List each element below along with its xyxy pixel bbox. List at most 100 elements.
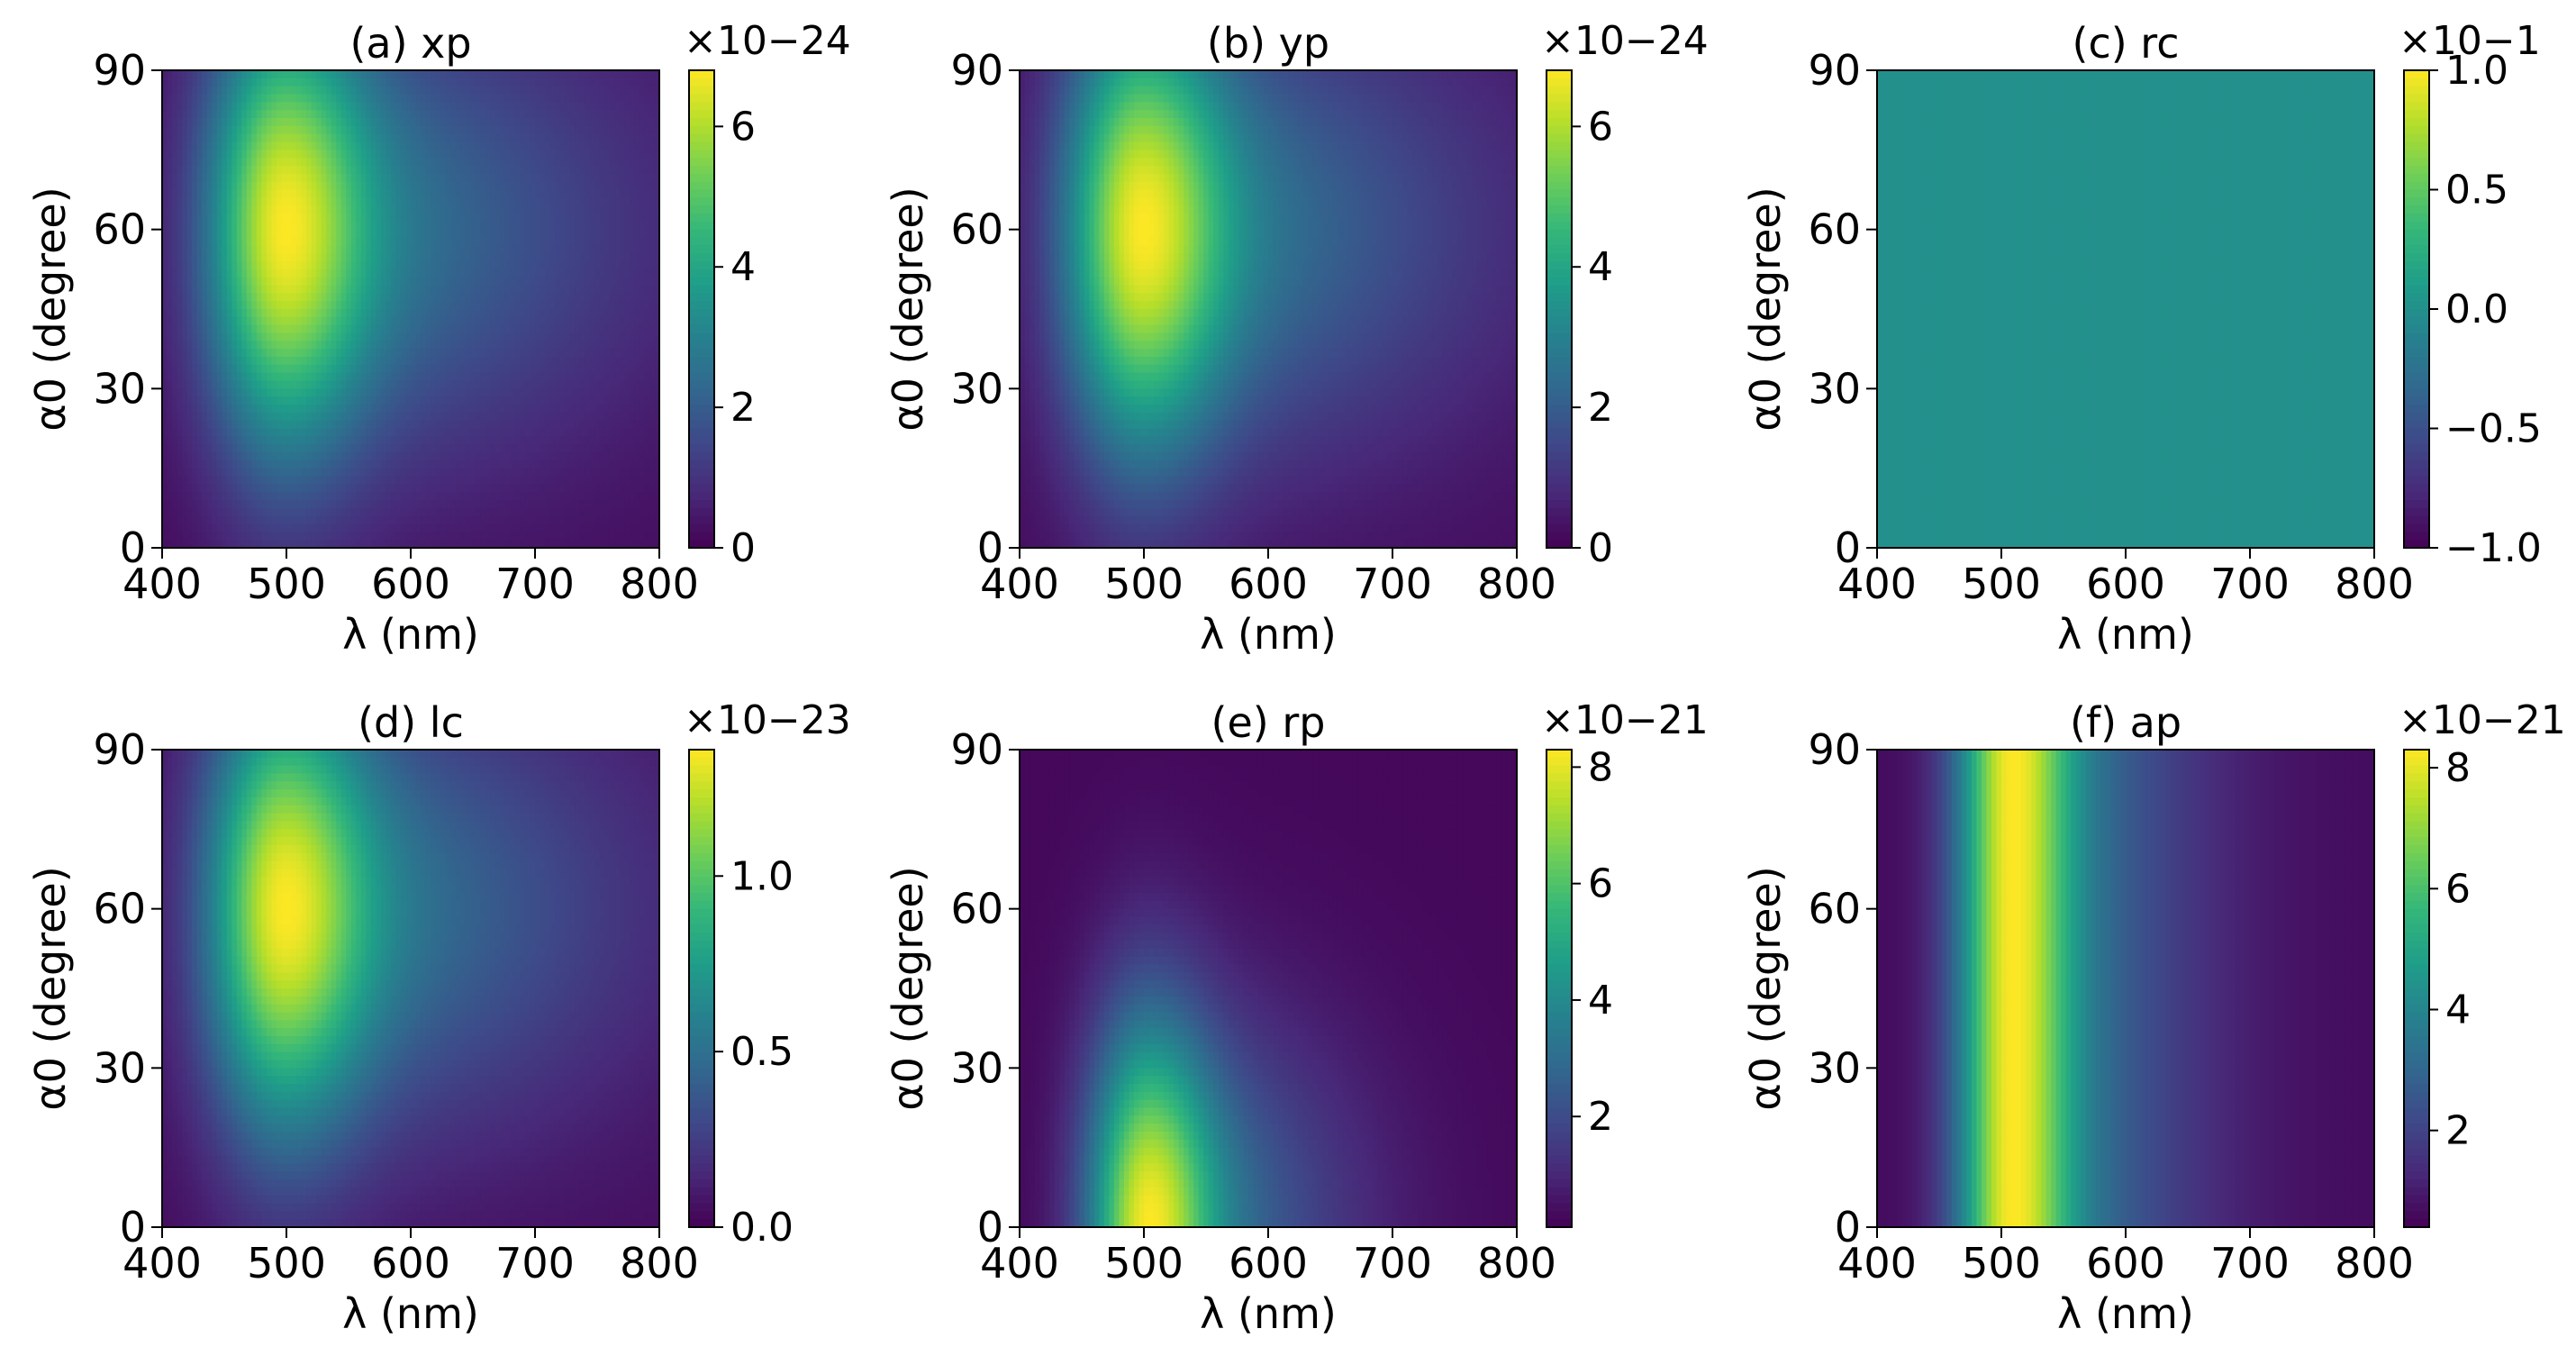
heatmap-cell	[555, 214, 561, 223]
heatmap-cell	[644, 197, 650, 206]
heatmap-cell	[415, 253, 422, 262]
heatmap-cell	[465, 380, 471, 389]
heatmap-cell	[196, 332, 203, 341]
heatmap-cell	[380, 301, 386, 310]
heatmap-cell	[569, 460, 576, 469]
heatmap-cell	[594, 452, 601, 461]
heatmap-cell	[460, 77, 467, 87]
heatmap-cell	[276, 420, 283, 430]
heatmap-cell	[654, 166, 660, 175]
heatmap-cell	[589, 141, 595, 150]
heatmap-cell	[540, 237, 546, 246]
heatmap-cell	[514, 125, 522, 135]
heatmap-cell	[395, 341, 402, 350]
heatmap-cell	[609, 197, 615, 206]
heatmap-cell	[624, 197, 630, 206]
heatmap-cell	[370, 316, 376, 326]
heatmap-cell	[480, 324, 486, 334]
heatmap-cell	[206, 277, 213, 287]
heatmap-cell	[440, 253, 447, 262]
heatmap-cell	[405, 141, 412, 150]
heatmap-cell	[470, 380, 476, 389]
heatmap-cell	[510, 181, 516, 191]
heatmap-cell	[241, 197, 248, 206]
heatmap-cell	[380, 293, 386, 302]
heatmap-cell	[575, 181, 581, 191]
heatmap-cell	[565, 181, 571, 191]
heatmap-cell	[286, 118, 293, 127]
heatmap-cell	[431, 316, 437, 326]
heatmap-cell	[321, 324, 327, 334]
heatmap-cell	[266, 237, 273, 246]
heatmap-cell	[405, 293, 412, 302]
heatmap-cell	[530, 125, 536, 135]
heatmap-cell	[545, 428, 551, 437]
heatmap-cell	[634, 405, 640, 414]
heatmap-cell	[350, 189, 357, 198]
heatmap-cell	[167, 444, 173, 453]
heatmap-cell	[575, 166, 581, 175]
heatmap-cell	[390, 102, 397, 111]
heatmap-cell	[475, 245, 481, 254]
heatmap-cell	[256, 396, 262, 405]
heatmap-cell	[226, 420, 232, 430]
heatmap-cell	[246, 133, 252, 143]
heatmap-cell	[400, 309, 407, 318]
heatmap-cell	[649, 428, 656, 437]
heatmap-cell	[321, 341, 327, 350]
heatmap-cell	[604, 118, 611, 127]
heatmap-cell	[177, 372, 183, 382]
heatmap-cell	[624, 364, 630, 374]
heatmap-cell	[619, 436, 625, 445]
heatmap-cell	[504, 110, 511, 119]
heatmap-cell	[634, 94, 640, 103]
heatmap-cell	[236, 341, 242, 350]
heatmap-cell	[619, 460, 625, 469]
heatmap-cell	[236, 444, 242, 453]
heatmap-cell	[206, 261, 213, 270]
heatmap-cell	[455, 349, 461, 358]
heatmap-cell	[202, 436, 208, 445]
heatmap-cell	[336, 158, 342, 167]
heatmap-cell	[395, 380, 402, 389]
heatmap-cell	[216, 285, 222, 294]
heatmap-cell	[475, 420, 481, 430]
heatmap-cell	[281, 268, 287, 278]
heatmap-cell	[450, 166, 457, 175]
heatmap-cell	[376, 86, 382, 96]
heatmap-cell	[455, 253, 461, 262]
heatmap-cell	[565, 372, 571, 382]
heatmap-cell	[246, 380, 252, 389]
heatmap-cell	[196, 268, 203, 278]
heatmap-cell	[490, 349, 496, 358]
heatmap-cell	[455, 460, 461, 469]
heatmap-cell	[455, 110, 461, 119]
heatmap-cell	[291, 229, 297, 239]
heatmap-cell	[321, 253, 327, 262]
heatmap-cell	[385, 332, 392, 341]
heatmap-cell	[415, 197, 422, 206]
heatmap-cell	[186, 77, 193, 87]
heatmap-cell	[276, 253, 283, 262]
heatmap-cell	[226, 86, 232, 96]
heatmap-cell	[356, 332, 362, 341]
heatmap-cell	[202, 372, 208, 382]
heatmap-cell	[360, 268, 367, 278]
heatmap-cell	[177, 380, 183, 389]
heatmap-cell	[291, 189, 297, 198]
heatmap-cell	[614, 205, 621, 214]
heatmap-cell	[649, 86, 656, 96]
heatmap-cell	[366, 460, 372, 469]
heatmap-cell	[440, 77, 447, 87]
heatmap-cell	[346, 332, 352, 341]
heatmap-cell	[336, 197, 342, 206]
heatmap-cell	[535, 253, 541, 262]
heatmap-cell	[411, 173, 417, 183]
heatmap-cell	[271, 125, 277, 135]
heatmap-cell	[540, 102, 546, 111]
heatmap-cell	[231, 364, 238, 374]
heatmap-cell	[480, 380, 486, 389]
heatmap-cell	[212, 158, 218, 167]
heatmap-cell	[241, 380, 248, 389]
heatmap-cell	[360, 460, 367, 469]
